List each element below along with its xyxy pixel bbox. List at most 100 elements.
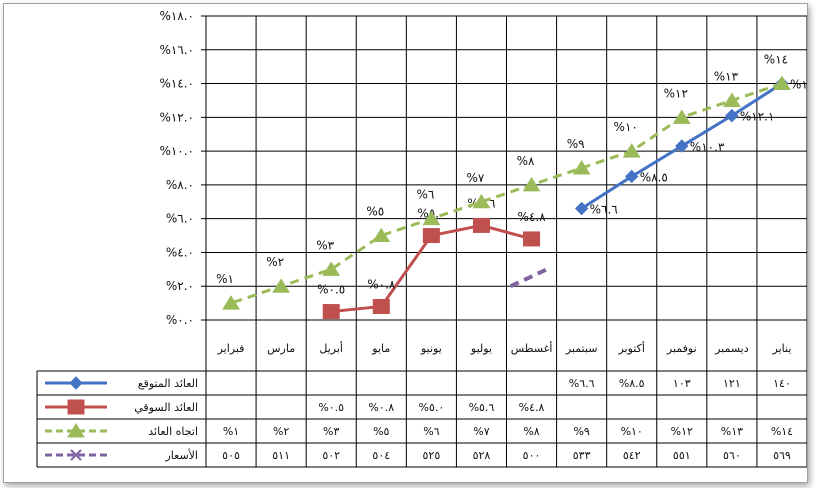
data-point (422, 210, 441, 226)
y-tick-label: %٠.٠ (166, 313, 194, 327)
data-point (472, 217, 490, 233)
data-point (522, 176, 541, 192)
table-cell: %١٣ (721, 425, 743, 438)
table-cell: ٥٣٣ (573, 449, 591, 462)
table-cell: ٥٦٩ (773, 449, 791, 462)
table-cell: ٥٥١ (673, 449, 691, 462)
data-point (622, 143, 641, 158)
x-tick-label: فبراير (217, 342, 245, 355)
table-cell: %٦.٦ (569, 377, 595, 390)
legend-label: اتجاه العائد (148, 425, 198, 438)
y-tick-label: %١٨.٠ (159, 9, 194, 23)
table-cell: %٧ (473, 425, 489, 438)
table-cell: %٤.٨ (519, 401, 545, 414)
data-point (322, 304, 340, 320)
table-cell: ٥٠٥ (222, 449, 240, 462)
table-cell: %١ (223, 425, 239, 438)
y-tick-label: %١٤.٠ (159, 77, 194, 91)
y-tick-label: %٢.٠ (166, 279, 194, 293)
x-tick-label: مارس (267, 342, 295, 355)
data-point (222, 295, 240, 310)
y-tick-label: %١٦.٠ (159, 43, 194, 57)
x-tick-label: مايو (371, 342, 390, 355)
table-cell: ١٠٣ (673, 377, 691, 390)
legend-label: الأسعار (164, 448, 198, 462)
data-point (472, 193, 491, 209)
data-label: %١٠.٣ (690, 140, 725, 154)
table-cell: %٠.٨ (368, 401, 394, 414)
table-cell: ١٤٠ (773, 377, 791, 390)
data-point (67, 399, 85, 415)
x-tick-label: أكتوبر (617, 341, 644, 355)
data-point (523, 231, 541, 247)
table-cell: ٥٢٨ (473, 449, 491, 462)
data-point (574, 201, 589, 216)
data-point (372, 227, 391, 243)
data-label: %١ (216, 272, 234, 286)
table-cell: %٨ (523, 425, 539, 438)
data-label: %٤.٨ (517, 210, 546, 224)
data-label: %٠.٥ (317, 283, 345, 297)
data-point (67, 423, 85, 438)
x-tick-label: يناير (772, 342, 792, 355)
data-label: %٦ (416, 188, 434, 202)
data-label: %٠.٨ (367, 277, 396, 291)
table-cell: ٥١١ (272, 449, 290, 462)
data-point (572, 160, 591, 175)
data-point (725, 108, 739, 123)
data-point (372, 298, 390, 314)
table-cell: %٩ (573, 425, 589, 438)
x-tick-label: يوليو (470, 342, 492, 355)
table-cell: ٥٢٥ (423, 449, 441, 462)
table-cell: %١٢ (671, 425, 693, 438)
data-label: %١٠ (614, 120, 638, 134)
table-cell: %٢ (273, 425, 289, 438)
table-cell: ١٢١ (723, 377, 741, 390)
series-line (509, 265, 552, 289)
table-cell: ٥٠٢ (322, 449, 340, 462)
series-line (230, 82, 783, 305)
table-cell: %١٠ (621, 425, 643, 438)
x-tick-label: أبريل (319, 341, 343, 355)
y-tick-label: %١٠.٠ (159, 144, 194, 158)
table-cell: %٥.٠ (418, 401, 444, 414)
x-tick-label: نوفمبر (666, 342, 697, 355)
data-point (773, 75, 791, 91)
x-tick-label: يونيو (420, 342, 442, 355)
data-point (322, 261, 341, 276)
data-point (272, 278, 291, 293)
data-label: %٣ (316, 238, 334, 252)
data-label: %١٢ (664, 86, 688, 100)
data-point (672, 109, 691, 124)
y-tick-label: %٤.٠ (166, 245, 194, 259)
data-label: %١٣ (714, 69, 739, 83)
data-point (69, 376, 83, 390)
table-cell: ٥٠٤ (372, 449, 390, 462)
data-label: %٥ (366, 205, 384, 219)
y-tick-label: %٦.٠ (166, 212, 194, 226)
legend-label: العائد السوقي (134, 401, 198, 414)
table-cell: %١٤ (771, 425, 793, 438)
chart-svg: %٠.٠ %٢.٠ %٤.٠ %٦.٠ %٨.٠ %١٠.٠ %١٢.٠ %١٤.٠ %١٦.٠… (36, 9, 807, 468)
table-cell: %٨.٥ (619, 377, 645, 390)
table-cell: ٥٠٠ (523, 449, 541, 462)
data-label: %١٤.٠ (790, 78, 807, 92)
table-cell: ٥٤٢ (623, 449, 641, 462)
x-tick-label: ديسمبر (714, 342, 749, 355)
legend-label: العائد المتوقع (138, 377, 198, 390)
table-cell: %٦ (423, 425, 439, 438)
data-label: %٧ (467, 171, 485, 185)
y-tick-label: %٨.٠ (166, 178, 194, 192)
data-point (422, 228, 440, 244)
data-point (675, 139, 689, 153)
table-cell: %٠.٥ (318, 401, 344, 414)
data-point (722, 92, 741, 107)
data-label: %٨.٥ (640, 170, 668, 184)
table-cell: ٥٦٠ (723, 449, 741, 462)
data-label: %٨ (517, 154, 535, 168)
chart-frame: %٠.٠ %٢.٠ %٤.٠ %٦.٠ %٨.٠ %١٠.٠ %١٢.٠ %١٤.٠ %١٦.٠… (3, 3, 808, 483)
x-tick-label: أغسطس (511, 341, 553, 355)
data-label: %١٤ (764, 53, 788, 67)
data-point (625, 169, 639, 184)
y-tick-label: %١٢.٠ (159, 110, 194, 124)
